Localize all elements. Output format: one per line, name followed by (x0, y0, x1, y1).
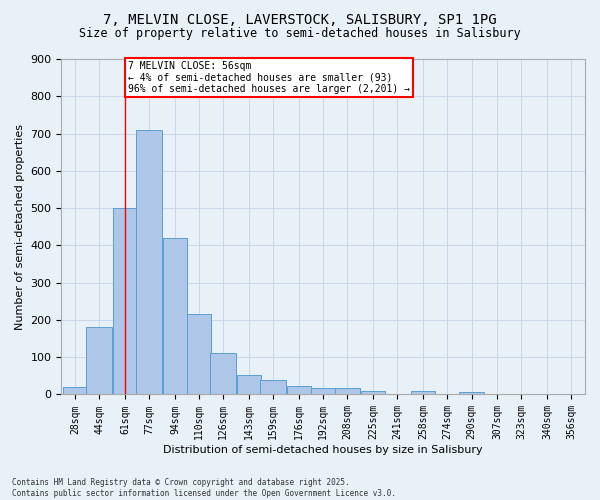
Bar (187, 314, 211, 394)
Bar (237, 375, 261, 394)
Bar (211, 354, 236, 395)
Bar (311, 388, 335, 394)
X-axis label: Distribution of semi-detached houses by size in Salisbury: Distribution of semi-detached houses by … (163, 445, 483, 455)
Bar (260, 380, 286, 394)
Bar (113, 208, 137, 394)
Y-axis label: Number of semi-detached properties: Number of semi-detached properties (15, 124, 25, 330)
Bar (335, 388, 360, 394)
Bar (287, 386, 311, 394)
Text: 7 MELVIN CLOSE: 56sqm
← 4% of semi-detached houses are smaller (93)
96% of semi-: 7 MELVIN CLOSE: 56sqm ← 4% of semi-detac… (128, 61, 410, 94)
Bar (458, 392, 484, 394)
Bar (63, 387, 87, 394)
Text: 7, MELVIN CLOSE, LAVERSTOCK, SALISBURY, SP1 1PG: 7, MELVIN CLOSE, LAVERSTOCK, SALISBURY, … (103, 12, 497, 26)
Text: Size of property relative to semi-detached houses in Salisbury: Size of property relative to semi-detach… (79, 28, 521, 40)
Bar (361, 390, 385, 394)
Bar (136, 130, 162, 394)
Text: Contains HM Land Registry data © Crown copyright and database right 2025.
Contai: Contains HM Land Registry data © Crown c… (12, 478, 396, 498)
Bar (86, 328, 112, 394)
Bar (163, 238, 187, 394)
Bar (411, 392, 435, 394)
